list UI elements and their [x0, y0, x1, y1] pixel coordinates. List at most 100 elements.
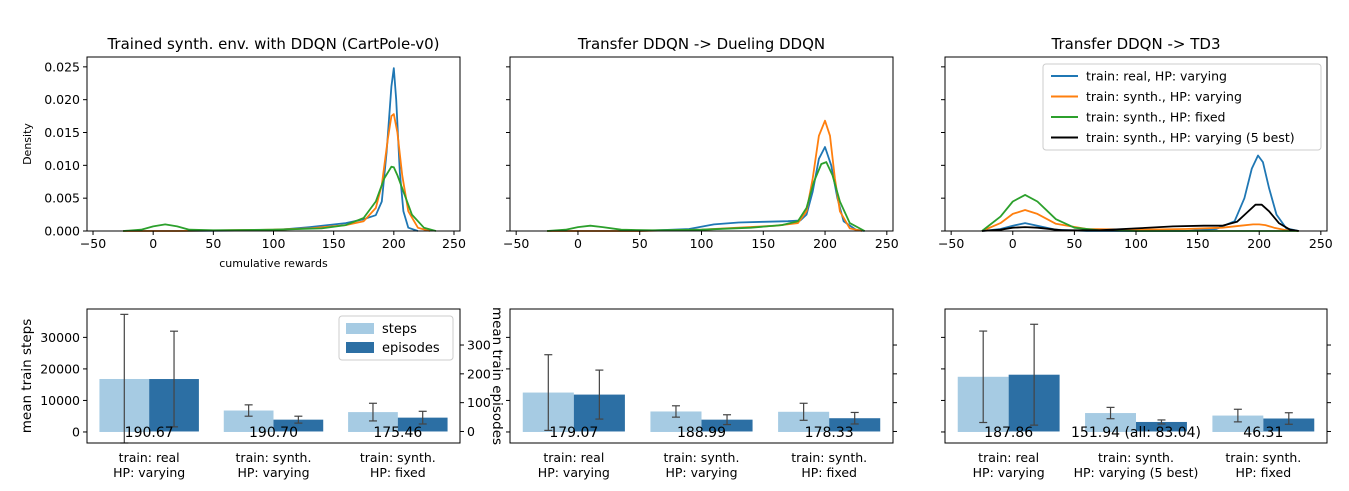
density-curve-real	[123, 67, 419, 232]
category-label: train: synth.	[664, 450, 740, 465]
x-tick-label: 150	[322, 236, 346, 251]
bar-value-label: 46.31	[1243, 425, 1283, 441]
x-tick-label: 150	[1186, 236, 1210, 251]
category-label: HP: varying	[113, 465, 185, 480]
density-curve-synth_fixed	[981, 194, 1299, 232]
x-tick-label: 250	[1309, 236, 1333, 251]
bar-value-label: 188.99	[677, 425, 726, 441]
density-curve-real	[981, 154, 1299, 232]
category-label: train: real	[119, 450, 180, 465]
y-axis-label-right: mean train episodes	[489, 307, 505, 445]
legend-swatch	[346, 342, 374, 353]
category-label: HP: varying (5 best)	[1074, 465, 1199, 480]
x-tick-label: 0	[574, 236, 582, 251]
legend-label: train: synth., HP: varying (5 best)	[1086, 130, 1295, 145]
category-label: HP: fixed	[801, 465, 857, 480]
legend-label: episodes	[382, 341, 440, 356]
category-label: train: real	[543, 450, 604, 465]
density-curve-synth_fixed	[123, 165, 437, 232]
x-tick-label: −50	[80, 236, 106, 251]
bar-value-label: 151.94 (all: 83.04)	[1071, 425, 1201, 441]
category-label: HP: fixed	[1236, 465, 1292, 480]
category-label: HP: varying	[237, 465, 309, 480]
chart-legend: train: real, HP: varying train: synth., H…	[1042, 63, 1322, 151]
x-tick-label: 100	[1124, 236, 1148, 251]
bar-value-label: 175.46	[373, 425, 422, 441]
bar-steps	[348, 412, 398, 432]
x-tick-label: 200	[1247, 236, 1271, 251]
legend-label: steps	[382, 322, 417, 337]
y-right-tick-label: 0	[467, 424, 475, 439]
category-label: train: synth.	[791, 450, 867, 465]
y-tick-label: 0	[72, 424, 80, 439]
x-tick-label: 50	[1066, 236, 1082, 251]
y-tick-label: 0.005	[44, 191, 80, 206]
y-tick-label: 0.000	[44, 224, 80, 239]
category-label: train: synth.	[236, 450, 312, 465]
y-tick-label: 0.025	[44, 59, 80, 74]
y-tick-label: 0.015	[44, 125, 80, 140]
bar-episodes	[273, 419, 324, 432]
bar-value-label: 187.86	[984, 425, 1033, 441]
density-panel-dueling-ddqn: Transfer DDQN -> Dueling DDQN −50 0 50 100 15…	[503, 35, 899, 251]
bar-value-label: 190.70	[249, 425, 298, 441]
x-tick-label: 150	[751, 236, 775, 251]
x-tick-label: 200	[813, 236, 837, 251]
x-tick-label: −50	[503, 236, 529, 251]
y-tick-label: 10000	[40, 393, 80, 408]
bar-steps	[650, 411, 702, 432]
bar-episodes	[1263, 418, 1315, 432]
chart-title: Transfer DDQN -> Dueling DDQN	[577, 35, 825, 53]
y-axis-label: Density	[21, 123, 34, 165]
bar-value-label: 178.33	[805, 425, 854, 441]
x-tick-label: 100	[262, 236, 286, 251]
x-tick-label: 0	[149, 236, 157, 251]
category-label: train: synth.	[1098, 450, 1174, 465]
bar-steps	[1212, 415, 1264, 432]
legend-box	[1042, 63, 1322, 151]
y-tick-label: 30000	[40, 330, 80, 345]
y-tick-label: 0.020	[44, 92, 80, 107]
category-label: HP: varying	[538, 465, 610, 480]
category-label: train: real	[978, 450, 1039, 465]
category-label: HP: fixed	[370, 465, 426, 480]
y-tick-label: 20000	[40, 361, 80, 376]
bar-value-label: 179.07	[549, 425, 598, 441]
bar-episodes	[829, 418, 881, 432]
x-tick-label: 0	[1009, 236, 1017, 251]
bar-steps	[223, 410, 274, 432]
x-tick-label: 50	[632, 236, 648, 251]
bar-episodes	[701, 419, 753, 432]
bar-legend: steps episodes	[338, 315, 454, 361]
x-tick-label: 100	[690, 236, 714, 251]
density-panel-ddqn: Trained synth. env. with DDQN (CartPole-…	[21, 35, 466, 270]
x-tick-label: 200	[382, 236, 406, 251]
y-right-tick-label: 300	[467, 338, 491, 353]
plot-frame	[944, 308, 1328, 444]
x-axis-label: cumulative rewards	[219, 257, 328, 270]
density-curve-synth_varying	[981, 209, 1299, 232]
legend-swatch	[346, 323, 374, 334]
x-tick-label: 50	[205, 236, 221, 251]
plot-frame	[86, 308, 461, 444]
bar-steps	[1085, 413, 1136, 432]
y-axis-label: mean train steps	[19, 319, 35, 434]
x-tick-label: −50	[938, 236, 964, 251]
category-label: HP: varying	[973, 465, 1045, 480]
density-curve-synth_best	[981, 203, 1299, 232]
legend-label: train: synth., HP: fixed	[1086, 110, 1226, 125]
category-label: train: synth.	[360, 450, 436, 465]
legend-label: train: synth., HP: varying	[1086, 89, 1242, 104]
plot-frame	[509, 308, 894, 444]
bar-episodes	[1136, 421, 1187, 432]
y-right-tick-label: 200	[467, 366, 491, 381]
density-curve-synth_fixed	[547, 161, 866, 232]
density-curve-real	[547, 146, 865, 232]
category-label: train: synth.	[1225, 450, 1301, 465]
x-tick-label: 250	[442, 236, 466, 251]
x-tick-label: 250	[875, 236, 899, 251]
